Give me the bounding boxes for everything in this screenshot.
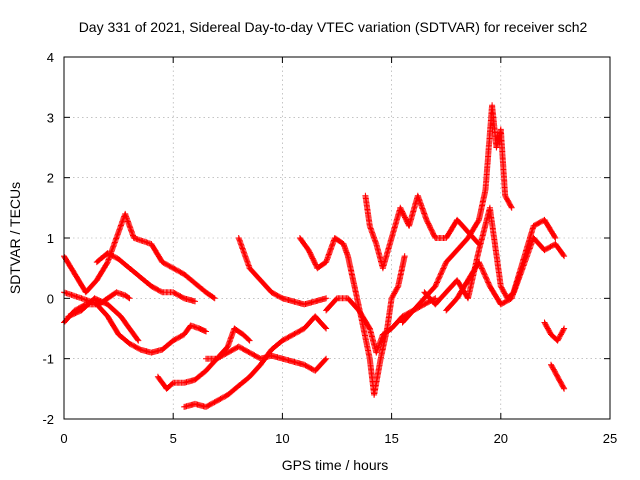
- y-tick-labels: -2 -1 0 1 2 3 4: [42, 50, 54, 427]
- series-track-p: [541, 319, 568, 344]
- series-track-l: [362, 192, 482, 272]
- series-track-o: [443, 216, 559, 314]
- series-track-b: [93, 250, 198, 305]
- x-tick-labels: 0 5 10 15 20 25: [60, 431, 617, 446]
- series-track-q: [548, 361, 568, 392]
- x-tick-label: 20: [494, 431, 508, 446]
- axis-ticks: [63, 56, 611, 420]
- data-series: [61, 102, 568, 410]
- y-axis-label: SDTVAR / TECUs: [7, 182, 23, 294]
- x-tick-label: 0: [60, 431, 67, 446]
- series-track-m: [399, 102, 515, 326]
- x-tick-label: 25: [603, 431, 617, 446]
- series-track-i: [203, 343, 330, 374]
- series-track-a: [61, 210, 218, 302]
- y-tick-label: 1: [47, 231, 54, 246]
- x-tick-label: 10: [275, 431, 289, 446]
- x-tick-label: 5: [170, 431, 177, 446]
- series-track-n: [421, 204, 568, 308]
- x-axis-label: GPS time / hours: [282, 457, 389, 473]
- series-track-e: [65, 295, 142, 344]
- y-tick-label: 4: [47, 50, 54, 65]
- series-track-j: [296, 235, 408, 398]
- y-tick-label: 3: [47, 110, 54, 125]
- series-track-h: [235, 235, 330, 308]
- y-tick-label: 0: [47, 291, 54, 306]
- chart-title: Day 331 of 2021, Sidereal Day-to-day VTE…: [79, 19, 588, 35]
- y-tick-label: -2: [42, 412, 54, 427]
- y-tick-label: -1: [42, 352, 54, 367]
- y-tick-label: 2: [47, 171, 54, 186]
- x-tick-label: 15: [384, 431, 398, 446]
